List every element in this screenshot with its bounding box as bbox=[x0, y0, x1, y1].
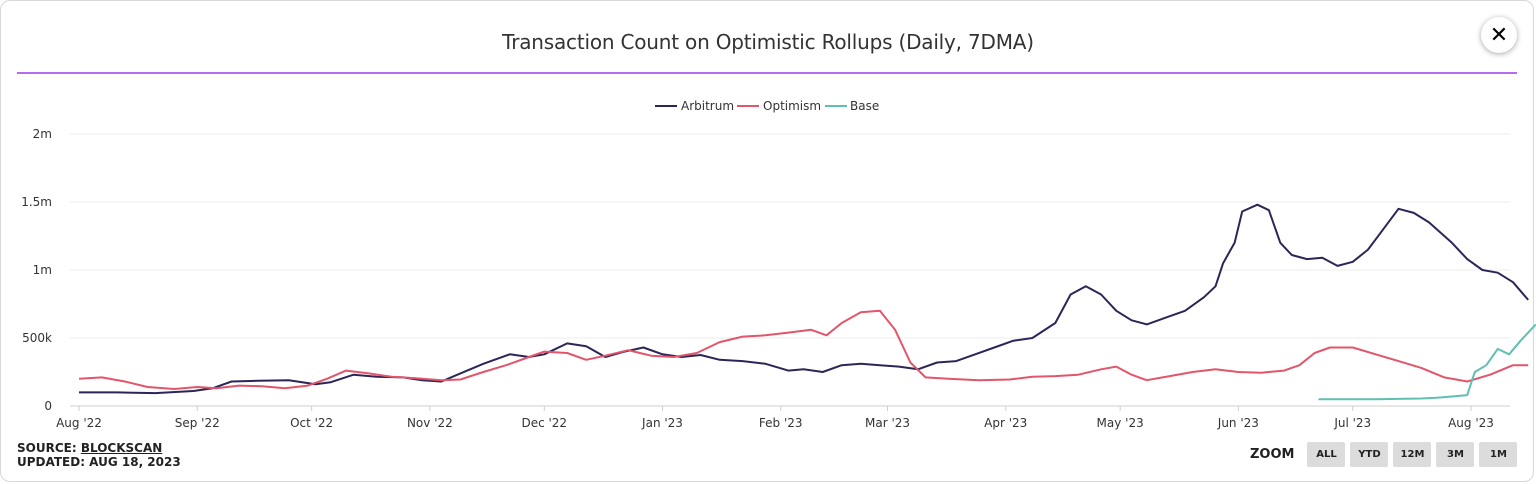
legend[interactable]: Arbitrum Optimism Base bbox=[655, 99, 879, 113]
source-link[interactable]: BLOCKSCAN bbox=[80, 441, 163, 455]
y-tick-label: 0 bbox=[44, 399, 52, 413]
x-tick-label: May '23 bbox=[1097, 416, 1144, 430]
plot-area bbox=[78, 203, 1536, 401]
zoom-1m-button[interactable]: 1M bbox=[1479, 442, 1518, 467]
legend-item-optimism[interactable]: Optimism bbox=[737, 99, 821, 113]
x-tick-label: Aug '22 bbox=[56, 416, 102, 430]
zoom-ytd-button[interactable]: YTD bbox=[1350, 442, 1389, 467]
legend-item-base[interactable]: Base bbox=[825, 99, 879, 113]
chart-title: Transaction Count on Optimistic Rollups … bbox=[502, 30, 1034, 54]
zoom-3m-button[interactable]: 3M bbox=[1436, 442, 1475, 467]
x-tick-label: Dec '22 bbox=[521, 416, 567, 430]
x-tick-label: Oct '22 bbox=[290, 416, 333, 430]
series-line-base[interactable] bbox=[1318, 323, 1536, 401]
legend-label-optimism: Optimism bbox=[763, 99, 821, 113]
x-tick-label: Mar '23 bbox=[865, 416, 910, 430]
y-tick-label: 1m bbox=[33, 263, 52, 277]
source-info: SOURCE: BLOCKSCAN UPDATED: AUG 18, 2023 bbox=[17, 441, 181, 469]
chart-svg: Arbitrum Optimism Base 0 500k 1m 1.5m 2m Aug… bbox=[21, 99, 1536, 430]
legend-label-arbitrum: Arbitrum bbox=[681, 99, 734, 113]
updated-label: UPDATED: AUG 18, 2023 bbox=[17, 455, 181, 469]
zoom-label: ZOOM bbox=[1250, 447, 1295, 462]
x-tick-label: Nov '22 bbox=[407, 416, 453, 430]
x-axis: Aug '22 Sep '22 Oct '22 Nov '22 Dec '22 Jan '… bbox=[56, 406, 1494, 430]
legend-label-base: Base bbox=[850, 99, 879, 113]
y-tick-label: 500k bbox=[22, 331, 52, 345]
legend-item-arbitrum[interactable]: Arbitrum bbox=[655, 99, 734, 113]
x-tick-label: Feb '23 bbox=[759, 416, 803, 430]
title-divider bbox=[17, 72, 1517, 74]
zoom-controls: ZOOM ALL YTD 12M 3M 1M bbox=[1250, 442, 1518, 467]
y-tick-label: 1.5m bbox=[21, 195, 52, 209]
close-icon[interactable]: ✕ bbox=[1481, 17, 1517, 53]
series-line-optimism[interactable] bbox=[78, 309, 1529, 390]
x-tick-label: Jun '23 bbox=[1217, 416, 1259, 430]
series-line-arbitrum[interactable] bbox=[79, 203, 1529, 395]
source-label: SOURCE: bbox=[17, 441, 77, 455]
zoom-all-button[interactable]: ALL bbox=[1307, 442, 1346, 467]
zoom-12m-button[interactable]: 12M bbox=[1393, 442, 1432, 467]
x-tick-label: Jul '23 bbox=[1333, 416, 1371, 430]
x-tick-label: Jan '23 bbox=[641, 416, 683, 430]
x-tick-label: Sep '22 bbox=[175, 416, 220, 430]
y-axis: 0 500k 1m 1.5m 2m bbox=[21, 127, 52, 413]
y-tick-label: 2m bbox=[33, 127, 52, 141]
x-tick-label: Apr '23 bbox=[984, 416, 1027, 430]
x-tick-label: Aug '23 bbox=[1448, 416, 1494, 430]
grid bbox=[70, 133, 1510, 407]
